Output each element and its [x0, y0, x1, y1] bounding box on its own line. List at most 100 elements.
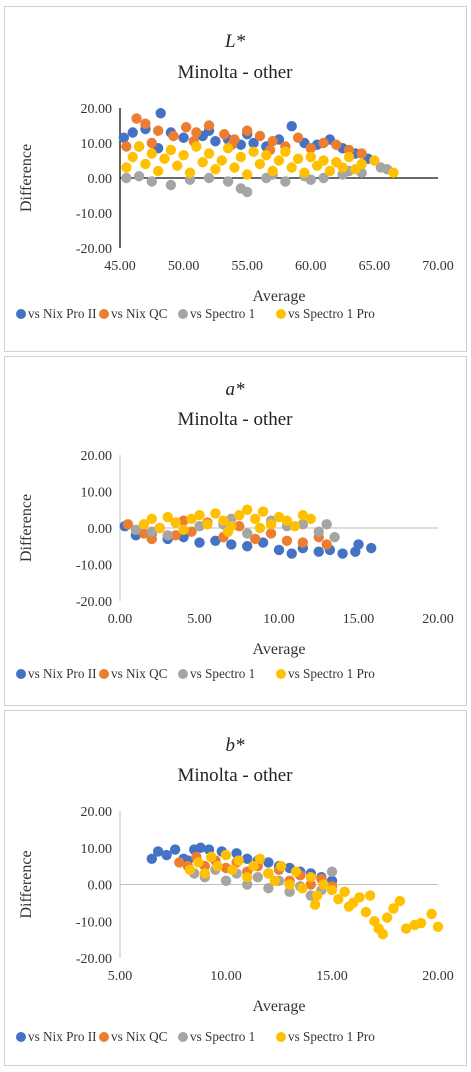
legend-marker — [276, 309, 286, 319]
data-point — [121, 172, 132, 184]
data-point — [233, 855, 244, 866]
data-point — [426, 908, 437, 920]
data-point — [226, 539, 237, 550]
data-point — [388, 903, 399, 914]
data-point — [152, 125, 164, 136]
data-point — [138, 528, 150, 539]
data-point — [184, 167, 196, 178]
data-point — [193, 857, 204, 868]
data-point — [180, 122, 192, 133]
chart-subtitle-2: Minolta - other — [177, 765, 293, 786]
y-tick-label: 20.00 — [81, 449, 113, 464]
data-point — [178, 132, 189, 143]
data-point — [318, 879, 329, 890]
x-tick-label: 5.00 — [108, 969, 133, 984]
data-point — [222, 143, 234, 154]
data-point — [366, 542, 377, 554]
data-point — [242, 504, 253, 515]
data-point — [381, 912, 393, 923]
legend-label: vs Spectro 1 — [190, 666, 255, 681]
data-point — [210, 164, 221, 175]
legend-label: vs Spectro 1 Pro — [288, 1029, 375, 1044]
data-point — [356, 148, 367, 159]
legend-0: vs Nix Pro II vs Nix QC vs Spectro 1 vs Spe… — [16, 306, 375, 321]
data-point — [305, 143, 316, 154]
data-point — [118, 132, 130, 143]
data-point — [169, 844, 181, 855]
y-tick-label: 10.00 — [81, 842, 113, 857]
data-point — [172, 160, 183, 171]
data-point — [313, 546, 324, 557]
legend-label: vs Nix QC — [111, 306, 168, 321]
data-point — [318, 137, 329, 149]
data-point — [297, 510, 309, 521]
data-point — [284, 879, 295, 890]
data-point — [140, 158, 151, 170]
legend-marker — [178, 1032, 188, 1042]
x-tick-label: 70.00 — [422, 259, 454, 274]
y-tick-label: 10.00 — [81, 486, 113, 501]
data-point — [333, 894, 344, 905]
x-tick-label: 0.00 — [108, 612, 133, 627]
data-point — [286, 162, 297, 173]
legend-marker — [16, 1032, 26, 1042]
data-point — [249, 513, 261, 525]
y-axis-label-0: Difference — [18, 144, 35, 212]
data-point — [131, 113, 142, 124]
data-point — [146, 137, 157, 149]
x-axis-label-1: Average — [253, 641, 306, 658]
data-point — [273, 155, 285, 166]
data-point — [257, 506, 269, 517]
y-tick-label: -10.00 — [76, 915, 112, 930]
data-point — [415, 917, 427, 929]
data-point — [162, 511, 173, 523]
data-point — [170, 517, 181, 528]
data-point — [194, 520, 205, 532]
data-point — [280, 146, 291, 157]
legend-marker — [178, 669, 188, 679]
data-point — [191, 127, 202, 138]
data-point — [281, 535, 293, 546]
y-tick-label: 10.00 — [81, 137, 113, 152]
data-point — [194, 510, 205, 521]
data-point — [146, 533, 157, 545]
chart-title-1: a* — [226, 379, 246, 400]
y-tick-label: -10.00 — [76, 207, 112, 222]
data-point — [267, 136, 278, 147]
data-point — [121, 162, 132, 173]
data-point — [121, 141, 132, 152]
legend-marker — [99, 669, 109, 679]
data-point — [337, 162, 348, 173]
x-tick-label: 60.00 — [295, 259, 327, 274]
data-point — [234, 520, 245, 532]
data-point — [305, 513, 316, 525]
data-point — [226, 513, 237, 525]
chart-panel-a: a* Minolta - other Difference Average 20.00 1… — [4, 356, 467, 706]
chart-panel-l: L* Minolta - other Difference Average 20.00 1… — [4, 6, 467, 352]
data-point — [133, 141, 145, 152]
data-point — [318, 155, 329, 166]
legend-2: vs Nix Pro II vs Nix QC vs Spectro 1 vs Spe… — [16, 1029, 375, 1044]
x-axis-label-0: Average — [253, 288, 306, 305]
data-point — [220, 875, 232, 887]
x-tick-label: 20.00 — [422, 969, 454, 984]
data-point — [146, 526, 157, 537]
data-point — [309, 899, 321, 910]
legend-marker — [276, 1032, 286, 1042]
data-point — [286, 121, 297, 132]
chart-title-2: b* — [226, 735, 246, 756]
data-point — [199, 868, 210, 879]
data-point — [194, 537, 205, 548]
data-point — [122, 519, 134, 530]
data-point — [127, 151, 138, 163]
data-point — [321, 539, 332, 550]
data-point — [146, 853, 157, 864]
data-point — [265, 528, 277, 539]
data-point — [353, 539, 364, 550]
data-point — [324, 165, 336, 177]
data-point — [203, 172, 215, 184]
data-point — [305, 871, 316, 883]
x-tick-label: 45.00 — [104, 259, 136, 274]
x-tick-label: 20.00 — [422, 612, 454, 627]
legend-1: vs Nix Pro II vs Nix QC vs Spectro 1 vs Spe… — [16, 666, 375, 681]
